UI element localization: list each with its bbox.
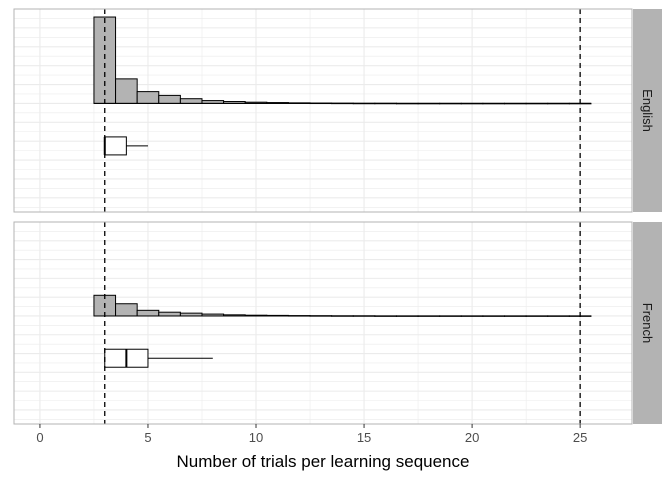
- facet-panel-english: English: [13, 8, 662, 213]
- x-tick-label: 20: [465, 430, 479, 445]
- histogram-bar: [158, 311, 181, 317]
- boxplot-box: [104, 136, 127, 156]
- x-tick-label: 15: [357, 430, 371, 445]
- x-axis: 0 5 10 15 20 25: [36, 424, 587, 445]
- histogram-bar: [115, 303, 138, 317]
- facet-strip-label: French: [640, 303, 655, 343]
- x-axis-title: Number of trials per learning sequence: [177, 452, 470, 471]
- histogram-bar: [136, 309, 160, 317]
- panel-background: [14, 9, 632, 212]
- x-tick-label: 25: [573, 430, 587, 445]
- x-tick-label: 10: [249, 430, 263, 445]
- facet-strip: [633, 222, 662, 424]
- facet-strip-label: English: [640, 89, 655, 132]
- panel-background: [14, 222, 632, 424]
- histogram-bar: [136, 91, 160, 104]
- histogram-bar: [115, 78, 138, 104]
- histogram-bar: [179, 98, 203, 104]
- x-tick-label: 0: [36, 430, 43, 445]
- histogram-bar: [158, 94, 181, 104]
- panels-layer: English French: [13, 8, 662, 425]
- panel-border: [13, 221, 633, 425]
- facet-strip: [633, 9, 662, 212]
- panel-border: [13, 8, 633, 213]
- x-tick-label: 5: [144, 430, 151, 445]
- facet-panel-french: French: [13, 221, 662, 425]
